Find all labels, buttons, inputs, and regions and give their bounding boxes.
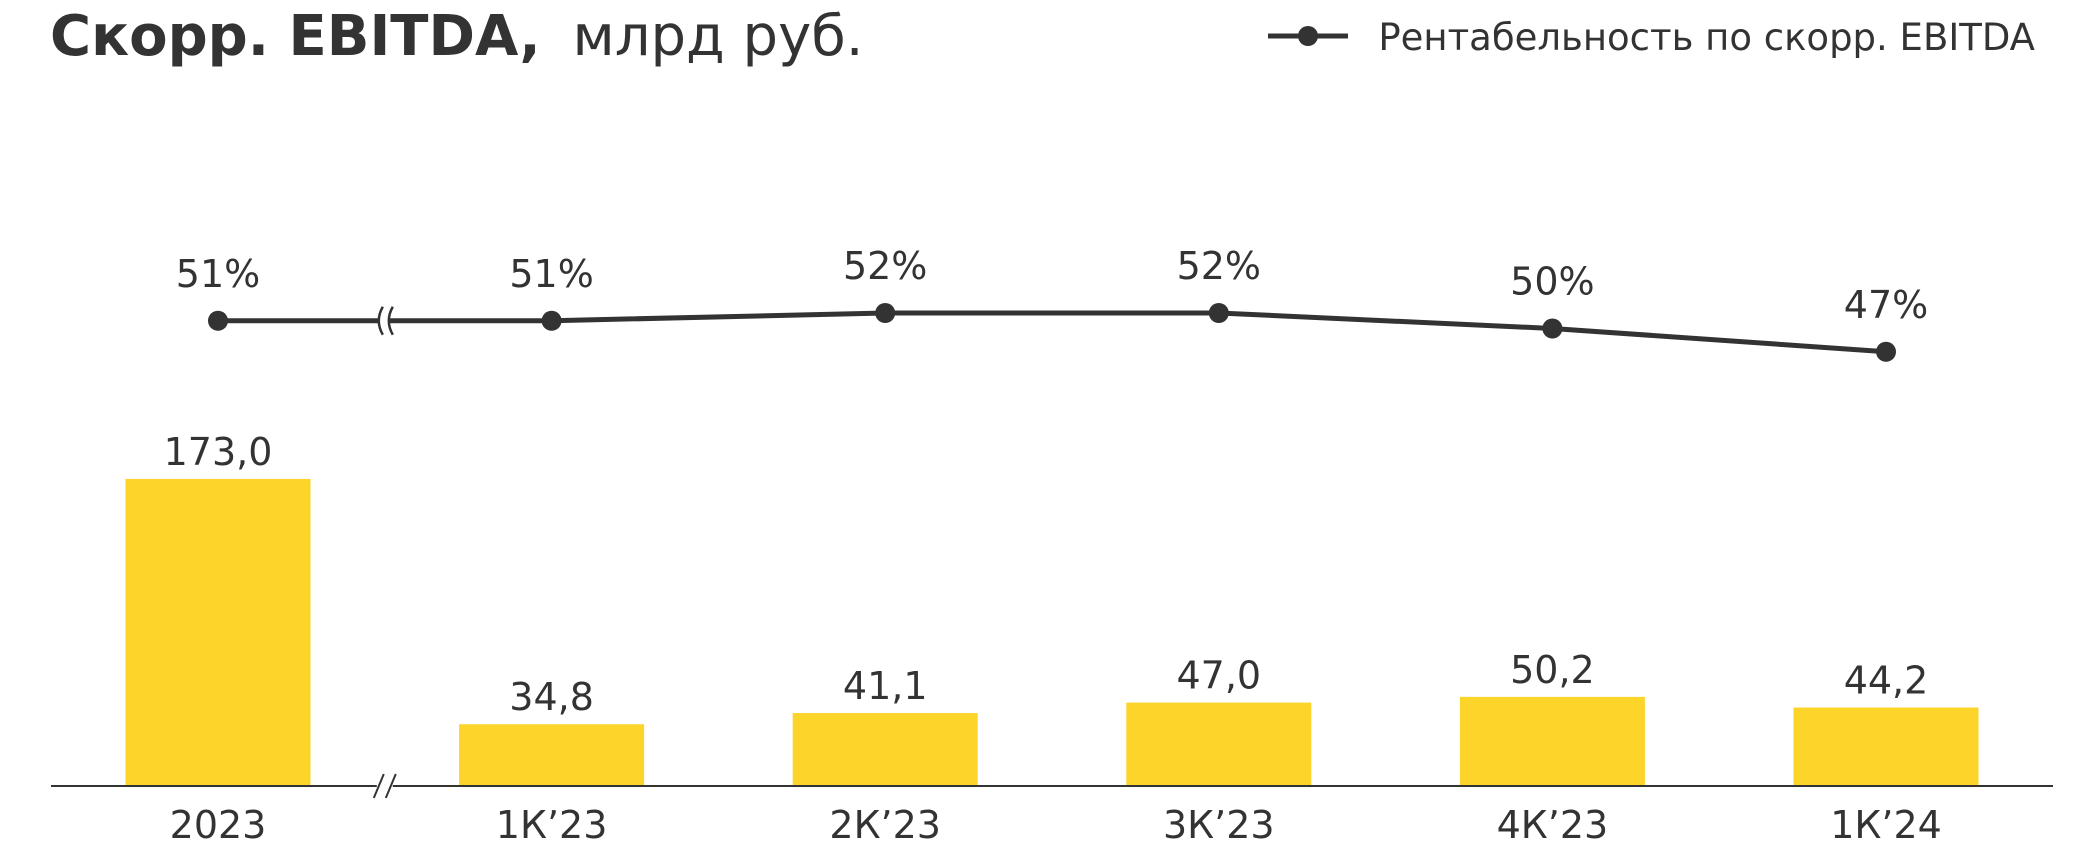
line-break-mark <box>377 306 384 336</box>
legend-marker <box>1298 26 1318 46</box>
line-break-mark <box>387 306 394 336</box>
bar-value-label: 50,2 <box>1510 648 1595 692</box>
bar <box>792 713 978 786</box>
line-point <box>1208 303 1229 323</box>
line-value-label: 47% <box>1844 283 1928 327</box>
line-value-label: 52% <box>843 244 927 288</box>
axis-break-mark <box>384 773 397 799</box>
bar <box>1793 707 1979 786</box>
bar-value-label: 47,0 <box>1176 654 1261 698</box>
line-point <box>1876 341 1896 362</box>
line-point <box>208 310 228 331</box>
line-value-label: 51% <box>176 252 260 296</box>
x-tick-label: 4К’23 <box>1497 803 1609 846</box>
bar-value-label: 34,8 <box>509 675 594 719</box>
x-tick-label: 3К’23 <box>1163 803 1275 846</box>
line-value-label: 50% <box>1510 260 1594 304</box>
line-point <box>875 303 896 323</box>
x-tick-label: 2К’23 <box>829 803 941 846</box>
title-main: Скорр. EBITDA, <box>50 4 541 69</box>
legend-label: Рентабельность по скорр. EBITDA <box>1378 16 2035 59</box>
bar <box>1459 696 1645 786</box>
bar <box>459 724 645 786</box>
line-value-label: 51% <box>509 252 593 296</box>
chart-title: Скорр. EBITDA, млрд руб. <box>50 4 864 69</box>
bar-value-label: 173,0 <box>164 430 273 474</box>
line <box>218 310 1887 355</box>
x-tick-label: 1К’24 <box>1830 803 1942 846</box>
line-value-label: 52% <box>1177 244 1261 288</box>
bar <box>1126 702 1312 786</box>
line-point <box>1542 318 1563 339</box>
x-tick-label: 2023 <box>170 803 267 846</box>
bar-value-label: 41,1 <box>843 664 928 708</box>
line-break-gap <box>379 304 390 337</box>
x-tick-label: 1К’23 <box>496 803 608 846</box>
line-point <box>541 310 562 331</box>
bar <box>125 478 311 786</box>
bar-value-label: 44,2 <box>1844 659 1929 703</box>
title-unit: млрд руб. <box>572 4 863 69</box>
axis-break-mark <box>372 773 385 799</box>
